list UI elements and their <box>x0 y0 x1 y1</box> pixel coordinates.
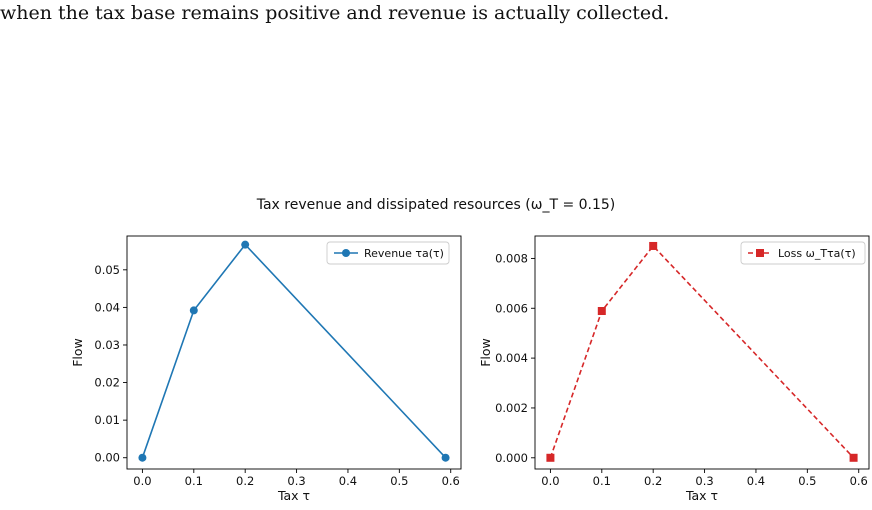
chart-2-data-point <box>649 241 658 250</box>
chart-1-x-tick-label: 0.3 <box>287 474 305 488</box>
chart-1-legend-box <box>326 241 450 265</box>
chart-2-x-tick-label: 0.5 <box>798 474 816 488</box>
chart-2-data-point <box>546 453 555 462</box>
chart-1-x-tick-label: 0.2 <box>236 474 254 488</box>
chart-1-x-tick-label: 0.4 <box>339 474 357 488</box>
chart-2-y-tick-label: 0.002 <box>495 401 528 415</box>
chart-1-data-point <box>138 453 147 462</box>
chart-1-group: 0.0 0.1 0.2 0.3 0.4 0.5 0.6 0.00 0.01 0.02 0.03 0.0… <box>70 235 462 503</box>
chart-1-data-point <box>189 306 198 315</box>
chart-2-y-tick-label: 0.004 <box>495 351 528 365</box>
figure-title: Tax revenue and dissipated resources (ω_… <box>0 197 872 213</box>
chart-2-y-tick-label: 0.006 <box>495 301 528 315</box>
chart-2-data-point <box>597 307 606 316</box>
chart-1-x-tick-label: 0.6 <box>442 474 460 488</box>
chart-2-y-tick-label: 0.000 <box>495 451 528 465</box>
chart-1-y-axis-label: Flow <box>70 338 85 367</box>
chart-2-x-tick-label: 0.1 <box>593 474 611 488</box>
chart-1-y-tick-label: 0.03 <box>94 338 120 352</box>
chart-1-y-tick-label: 0.02 <box>94 376 120 390</box>
figure-title-text: Tax revenue and dissipated resources (ω_… <box>256 197 616 213</box>
chart-2-legend-swatch-marker <box>756 249 764 257</box>
chart-1-y-tick-label: 0.01 <box>94 413 120 427</box>
chart-1-y-tick-label: 0.00 <box>94 451 120 465</box>
chart-2-plot-frame <box>534 235 870 470</box>
chart-2-y-axis-label: Flow <box>478 338 493 367</box>
chart-1-x-tick-label: 0.0 <box>133 474 151 488</box>
chart-2-y-tick-label: 0.008 <box>495 251 528 265</box>
chart-2-x-tick-label: 0.2 <box>644 474 662 488</box>
chart-2-legend-box <box>740 241 866 265</box>
chart-1-x-tick-label: 0.1 <box>185 474 203 488</box>
chart-1-legend-swatch-marker <box>342 249 350 257</box>
chart-2-x-tick-label: 0.3 <box>695 474 713 488</box>
chart-2-x-tick-label: 0.0 <box>541 474 559 488</box>
chart-2-x-tick-label: 0.6 <box>850 474 868 488</box>
chart-1-y-tick-label: 0.05 <box>94 263 120 277</box>
chart-1-x-tick-label: 0.5 <box>390 474 408 488</box>
document-text-line: when the tax base remains positive and r… <box>0 2 670 24</box>
chart-2-legend-label: Loss ω_Tτa(τ) <box>778 247 856 260</box>
chart-1-plot-frame <box>126 235 462 470</box>
chart-1-x-axis-label: Tax τ <box>277 488 310 503</box>
chart-1-series-line <box>141 243 447 459</box>
chart-2-data-point <box>849 453 858 462</box>
chart-1-y-tick-label: 0.04 <box>94 300 120 314</box>
chart-1-data-point <box>441 453 450 462</box>
chart-1-data-point <box>241 240 250 249</box>
chart-2-x-tick-label: 0.4 <box>747 474 765 488</box>
chart-2-group: 0.0 0.1 0.2 0.3 0.4 0.5 0.6 0.000 0.002 0.004 0.00… <box>478 235 870 503</box>
chart-2-x-axis-label: Tax τ <box>685 488 718 503</box>
chart-2-series-line <box>549 244 855 459</box>
chart-1-legend-label: Revenue τa(τ) <box>364 247 444 260</box>
